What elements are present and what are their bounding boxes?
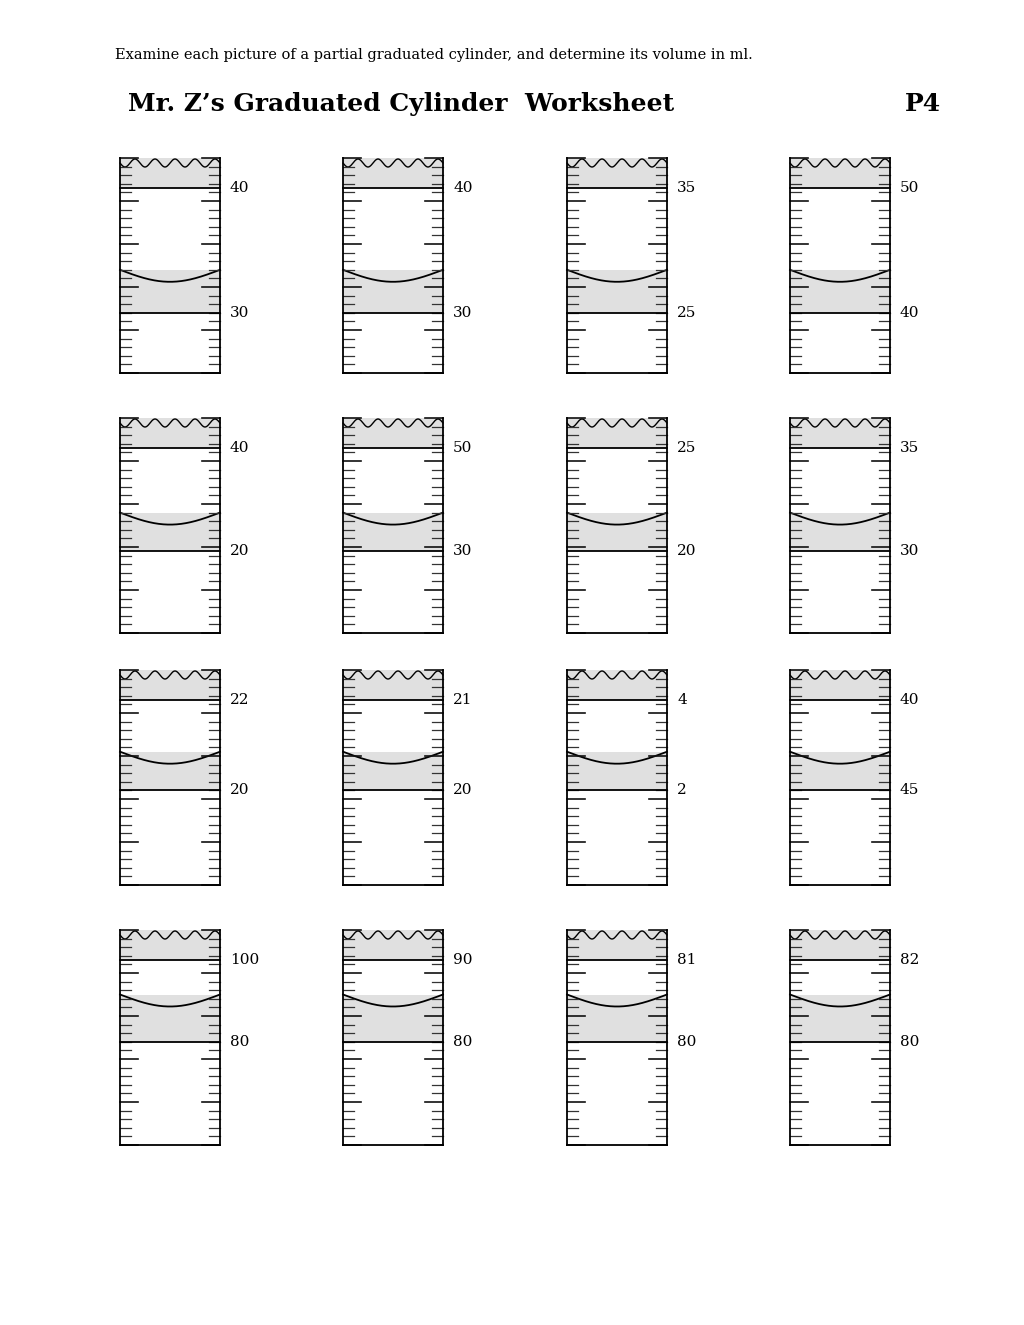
Polygon shape — [343, 670, 443, 885]
Polygon shape — [790, 551, 890, 633]
Text: 80: 80 — [453, 1035, 472, 1049]
Polygon shape — [120, 551, 220, 633]
Text: 80: 80 — [230, 1035, 250, 1049]
Polygon shape — [567, 313, 667, 374]
Text: 40: 40 — [230, 441, 250, 454]
Polygon shape — [790, 1041, 890, 1145]
Polygon shape — [343, 700, 443, 751]
Polygon shape — [120, 448, 220, 513]
Text: 80: 80 — [900, 1035, 920, 1049]
Polygon shape — [790, 670, 890, 885]
Polygon shape — [120, 791, 220, 885]
Text: 20: 20 — [230, 545, 250, 558]
Text: 45: 45 — [900, 783, 920, 798]
Polygon shape — [567, 551, 667, 633]
Text: 81: 81 — [677, 953, 696, 967]
Text: 50: 50 — [453, 441, 472, 454]
Text: 25: 25 — [677, 306, 696, 319]
Text: 4: 4 — [677, 693, 687, 708]
Polygon shape — [790, 158, 890, 374]
Text: 25: 25 — [677, 441, 696, 454]
Polygon shape — [567, 670, 667, 885]
Text: 90: 90 — [453, 953, 472, 967]
Polygon shape — [343, 188, 443, 270]
Text: 30: 30 — [453, 306, 472, 319]
Polygon shape — [567, 158, 667, 374]
Polygon shape — [790, 961, 890, 995]
Text: 40: 40 — [900, 306, 920, 319]
Polygon shape — [567, 791, 667, 885]
Polygon shape — [790, 700, 890, 751]
Polygon shape — [120, 313, 220, 374]
Polygon shape — [120, 417, 220, 633]
Polygon shape — [567, 417, 667, 633]
Polygon shape — [790, 448, 890, 513]
Polygon shape — [567, 188, 667, 270]
Polygon shape — [567, 1041, 667, 1145]
Polygon shape — [790, 930, 890, 1145]
Polygon shape — [343, 448, 443, 513]
Text: 40: 40 — [900, 693, 920, 708]
Polygon shape — [790, 313, 890, 374]
Text: 21: 21 — [453, 693, 472, 708]
Polygon shape — [120, 700, 220, 751]
Text: 30: 30 — [453, 545, 472, 558]
Text: 22: 22 — [230, 693, 250, 708]
Text: 20: 20 — [453, 783, 472, 798]
Text: 30: 30 — [900, 545, 920, 558]
Text: 35: 35 — [677, 182, 696, 195]
Polygon shape — [120, 670, 220, 885]
Text: 2: 2 — [677, 783, 687, 798]
Text: Mr. Z’s Graduated Cylinder  Worksheet: Mr. Z’s Graduated Cylinder Worksheet — [128, 91, 674, 117]
Polygon shape — [343, 930, 443, 1145]
Text: 100: 100 — [230, 953, 259, 967]
Polygon shape — [120, 961, 220, 995]
Polygon shape — [343, 158, 443, 374]
Text: 20: 20 — [230, 783, 250, 798]
Polygon shape — [343, 791, 443, 885]
Polygon shape — [567, 700, 667, 751]
Polygon shape — [567, 961, 667, 995]
Text: 80: 80 — [677, 1035, 696, 1049]
Text: 40: 40 — [230, 182, 250, 195]
Text: 30: 30 — [230, 306, 250, 319]
Polygon shape — [120, 188, 220, 270]
Polygon shape — [567, 448, 667, 513]
Text: 82: 82 — [900, 953, 920, 967]
Polygon shape — [343, 551, 443, 633]
Polygon shape — [790, 188, 890, 270]
Text: 40: 40 — [453, 182, 472, 195]
Text: 50: 50 — [900, 182, 920, 195]
Polygon shape — [120, 158, 220, 374]
Polygon shape — [120, 930, 220, 1145]
Polygon shape — [567, 930, 667, 1145]
Text: 20: 20 — [677, 545, 696, 558]
Polygon shape — [343, 961, 443, 995]
Polygon shape — [343, 313, 443, 374]
Text: 35: 35 — [900, 441, 920, 454]
Polygon shape — [790, 791, 890, 885]
Polygon shape — [120, 1041, 220, 1145]
Polygon shape — [790, 417, 890, 633]
Text: Examine each picture of a partial graduated cylinder, and determine its volume i: Examine each picture of a partial gradua… — [115, 48, 753, 62]
Polygon shape — [343, 417, 443, 633]
Text: P4: P4 — [905, 91, 941, 117]
Polygon shape — [343, 1041, 443, 1145]
